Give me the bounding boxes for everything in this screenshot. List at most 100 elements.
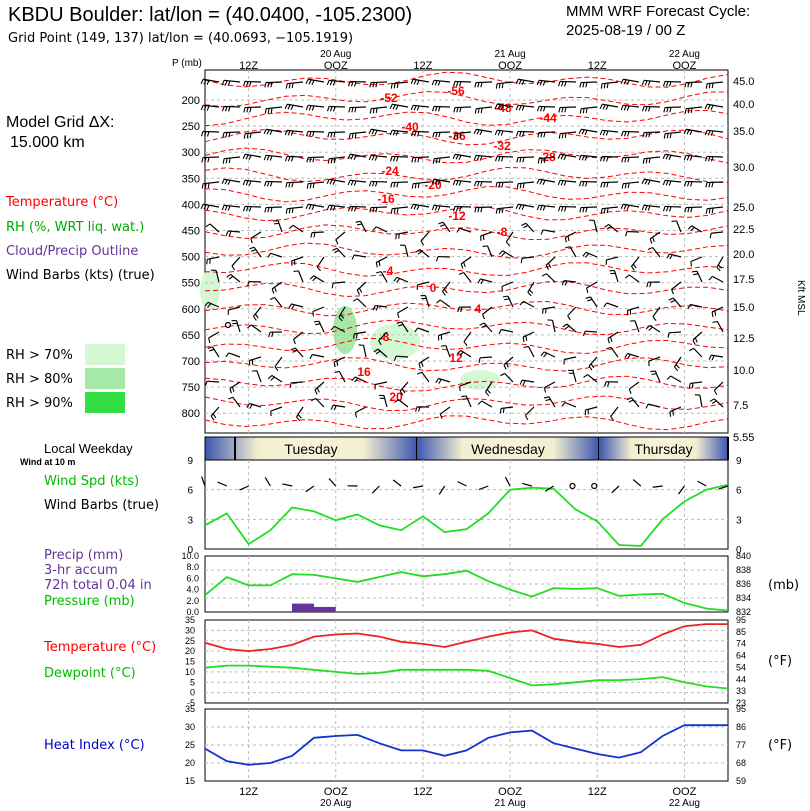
- wind-barb-flag: [245, 180, 249, 186]
- wind-barb-flag: [290, 347, 296, 351]
- wind-barb-flag: [224, 106, 228, 112]
- wind-barb: [460, 256, 472, 265]
- surface-wind-barb: [201, 476, 206, 487]
- bottom-time-tick: 12Z: [588, 786, 607, 798]
- wind-barb-flag: [690, 261, 692, 267]
- wind-barb: [634, 320, 640, 333]
- wind-barb-flag: [231, 386, 235, 392]
- wind-barb-flag: [620, 131, 624, 137]
- wind-barb-flag: [515, 203, 519, 209]
- temp-tick-label: 10: [185, 667, 195, 677]
- wind-barb: [338, 306, 346, 318]
- wind-barb-flag: [392, 156, 396, 162]
- wind-barb-flag: [455, 81, 459, 87]
- wind-barb-flag: [498, 182, 501, 188]
- wind-barb-flag: [250, 249, 257, 252]
- pressure-tick-label: 200: [182, 95, 200, 107]
- wind-barb-flag: [332, 106, 336, 112]
- wind-barb-flag: [248, 206, 252, 212]
- wind-barb-flag: [474, 82, 477, 88]
- wind-height-label: Wind at 10 m: [20, 457, 76, 467]
- wind-barb-flag: [624, 183, 627, 189]
- wind-barb: [424, 295, 430, 308]
- wind-barb-flag: [368, 181, 372, 187]
- wind-barb: [417, 327, 430, 333]
- wind-barb-flag: [417, 371, 423, 375]
- wind-barb-flag: [245, 81, 249, 87]
- wind-barb-flag: [564, 107, 567, 113]
- wind-barb-flag: [333, 132, 336, 138]
- wind-barb-flag: [309, 275, 315, 280]
- wind-barb-flag: [204, 157, 207, 163]
- wind-tick-right: 9: [736, 456, 742, 467]
- temperature-contour: [204, 300, 729, 317]
- wind-barb: [294, 347, 304, 358]
- wind-barb-flag: [350, 180, 354, 186]
- kft-tick-label: 45.0: [733, 76, 754, 88]
- wind-barb-flag: [716, 266, 721, 272]
- wind-barb-flag: [624, 157, 627, 163]
- top-time-tick: 12Z: [239, 60, 258, 72]
- wind-barb: [517, 156, 535, 159]
- wind-barb-flag: [711, 207, 714, 214]
- top-date-label: 21 Aug: [495, 49, 526, 60]
- rh-area: [333, 306, 357, 354]
- wind-barb-flag: [587, 298, 593, 302]
- wind-barb-flag: [413, 131, 417, 137]
- calm-wind-marker: [591, 482, 598, 490]
- wind-barb-flag: [228, 231, 232, 237]
- wind-barb-flag: [651, 373, 657, 375]
- wind-barb-flag: [458, 81, 462, 87]
- wind-barb: [244, 106, 262, 109]
- wind-barb-flag: [501, 182, 504, 188]
- wind-barb-flag: [564, 237, 567, 243]
- wind-barb-flag: [242, 206, 246, 212]
- wind-barb-flag: [330, 404, 334, 410]
- wind-barb: [559, 106, 577, 109]
- wind-barb-flag: [686, 181, 690, 187]
- wind-barb-flag: [410, 131, 414, 137]
- wind-barb-flag: [620, 105, 624, 111]
- wind-barb-flag: [527, 291, 532, 297]
- temp-tick-label: 35: [185, 615, 195, 625]
- wind-barb-flag: [264, 108, 267, 114]
- wind-barb-flag: [396, 82, 399, 89]
- wind-barb-flag: [632, 263, 637, 269]
- forecast-cycle-line1: MMM WRF Forecast Cycle:: [566, 3, 751, 20]
- wind-barb-flag: [620, 78, 624, 84]
- wind-barb-flag: [460, 263, 464, 269]
- legend-precip-total: 72h total 0.04 in: [44, 578, 152, 593]
- wind-barb-flag: [248, 180, 252, 186]
- wind-barb-flag: [200, 105, 204, 111]
- wind-barb-flag: [284, 103, 288, 109]
- wind-barb-flag: [666, 133, 669, 139]
- wind-barb: [231, 256, 241, 267]
- wind-barb-flag: [431, 205, 435, 211]
- top-time-tick: OOZ: [498, 60, 522, 72]
- wind-barb-flag: [375, 107, 378, 114]
- temp-unit-f: (°F): [768, 654, 793, 669]
- wind-barb-flag: [326, 178, 330, 184]
- wind-barb-flag: [203, 131, 207, 137]
- wind-barb-flag: [705, 182, 708, 188]
- wind-barb: [607, 331, 619, 340]
- temperature-label: -8: [497, 225, 508, 239]
- wind-barb-flag: [207, 346, 213, 349]
- wind-barb: [669, 253, 682, 258]
- wind-barb-flag: [584, 181, 588, 187]
- wind-barb-flag: [690, 226, 695, 232]
- model-grid-line1: Model Grid ΔX:: [6, 114, 115, 131]
- wind-barb-flag: [438, 379, 442, 384]
- wind-barb: [335, 231, 346, 241]
- wind-barb-flag: [687, 225, 693, 230]
- wind-barb-flag: [355, 220, 361, 223]
- wind-barb-flag: [708, 208, 711, 214]
- bottom-time-tick: OOZ: [498, 786, 522, 798]
- wind-barb-flag: [522, 336, 525, 343]
- wind-barb-flag: [494, 156, 498, 162]
- wind-barb-flag: [308, 105, 312, 111]
- wind-barb-flag: [694, 337, 698, 343]
- wind-barb-flag: [356, 223, 363, 226]
- temp-f-tick-label: 95: [736, 615, 746, 625]
- wind-barb-flag: [500, 372, 505, 377]
